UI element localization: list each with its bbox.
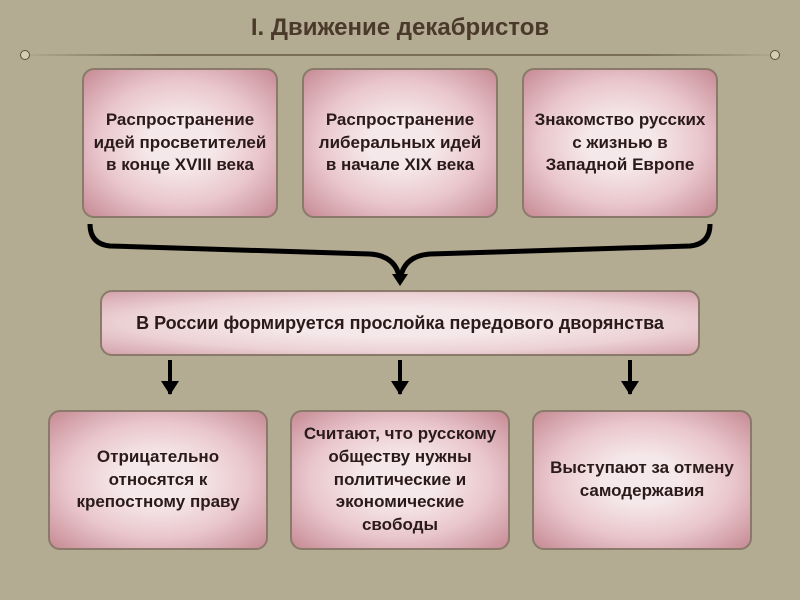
page-title: I. Движение декабристов [0,0,800,48]
bottom-box-2: Считают, что русскому обществу нужны пол… [290,410,510,550]
top-box-3: Знакомство русских с жизнью в Западной Е… [522,68,718,218]
top-row: Распространение идей просветителей в кон… [0,68,800,218]
arrow-2 [398,360,402,394]
arrow-3 [628,360,632,394]
bottom-box-3: Выступают за отмену самодержавия [532,410,752,550]
top-box-1: Распространение идей просветителей в кон… [82,68,278,218]
bottom-row: Отрицательно относятся к крепостному пра… [0,410,800,550]
divider-dot-right [770,50,780,60]
funnel-bracket [80,224,720,286]
divider-dot-left [20,50,30,60]
title-divider [0,54,800,56]
bottom-box-1: Отрицательно относятся к крепостному пра… [48,410,268,550]
arrow-1 [168,360,172,394]
middle-box: В России формируется прослойка передовог… [100,290,700,356]
top-box-2: Распространение либеральных идей в начал… [302,68,498,218]
